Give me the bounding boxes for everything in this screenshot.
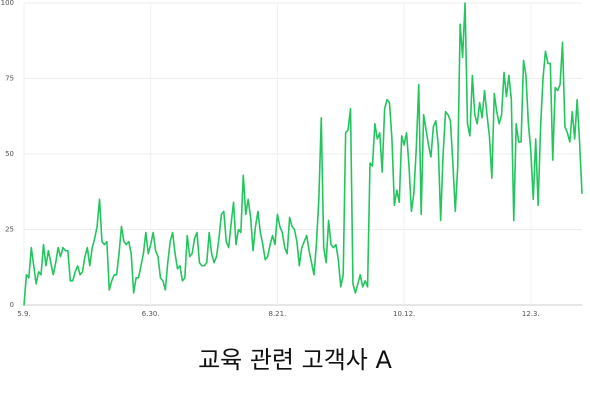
chart-grid [23,2,582,306]
x-tick-label: 6.30. [142,310,160,318]
line-chart: 0 25 50 75 100 5.9. 6.30. 8.21. 10.12. 12.3. [1,0,583,318]
y-tick-label: 100 [1,0,14,7]
x-axis-ticks: 5.9. 6.30. 8.21. 10.12. 12.3. [17,310,539,318]
x-tick-label: 8.21. [269,310,287,318]
chart-caption: 교육 관련 고객사 A [198,346,392,374]
series-line [23,2,583,306]
y-tick-label: 0 [10,301,14,309]
y-tick-label: 25 [5,226,14,234]
y-axis-ticks: 0 25 50 75 100 [1,0,14,309]
x-tick-label: 5.9. [17,310,30,318]
y-tick-label: 50 [5,150,14,158]
x-tick-label: 12.3. [522,310,540,318]
x-tick-label: 10.12. [393,310,415,318]
y-tick-label: 75 [5,75,14,83]
